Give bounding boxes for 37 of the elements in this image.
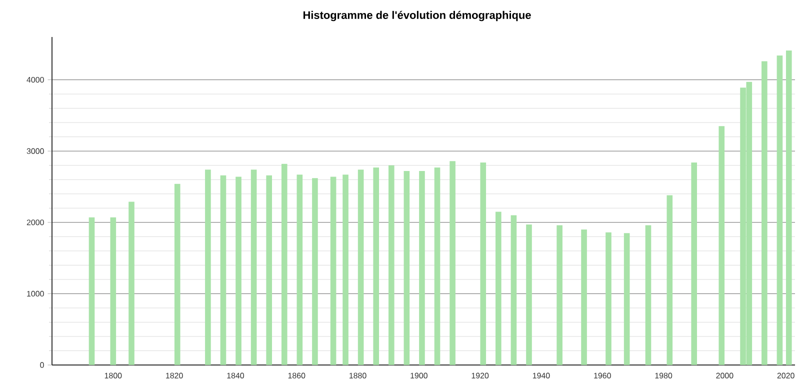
- bar: [606, 232, 612, 365]
- bar: [358, 170, 364, 365]
- bar: [404, 171, 410, 365]
- bar: [526, 224, 532, 365]
- bar: [691, 162, 698, 365]
- chart-title: Histogramme de l'évolution démographique: [303, 10, 531, 22]
- bar: [205, 170, 211, 365]
- bar: [776, 56, 783, 365]
- bar: [110, 217, 116, 365]
- bar: [419, 171, 425, 365]
- bar: [250, 170, 257, 365]
- bar: [718, 126, 725, 365]
- bar: [236, 176, 242, 365]
- bar: [220, 175, 226, 365]
- bar: [645, 225, 652, 365]
- bar: [581, 230, 587, 365]
- bar: [510, 215, 517, 365]
- bar: [556, 225, 562, 365]
- bar: [174, 184, 180, 365]
- bar: [128, 202, 134, 365]
- bar: [786, 50, 792, 365]
- bar: [496, 212, 502, 365]
- bar: [624, 233, 630, 365]
- bar: [480, 162, 486, 365]
- bar: [666, 195, 673, 365]
- bar: [434, 167, 440, 365]
- bar: [450, 161, 456, 365]
- bar: [762, 61, 768, 365]
- bar: [342, 174, 348, 365]
- bar: [388, 165, 394, 365]
- bar: [296, 174, 303, 365]
- bar: [266, 175, 272, 365]
- bar: [281, 164, 288, 365]
- bar: [88, 217, 95, 365]
- bar: [330, 176, 336, 365]
- bar: [373, 167, 380, 365]
- bar: [312, 178, 318, 365]
